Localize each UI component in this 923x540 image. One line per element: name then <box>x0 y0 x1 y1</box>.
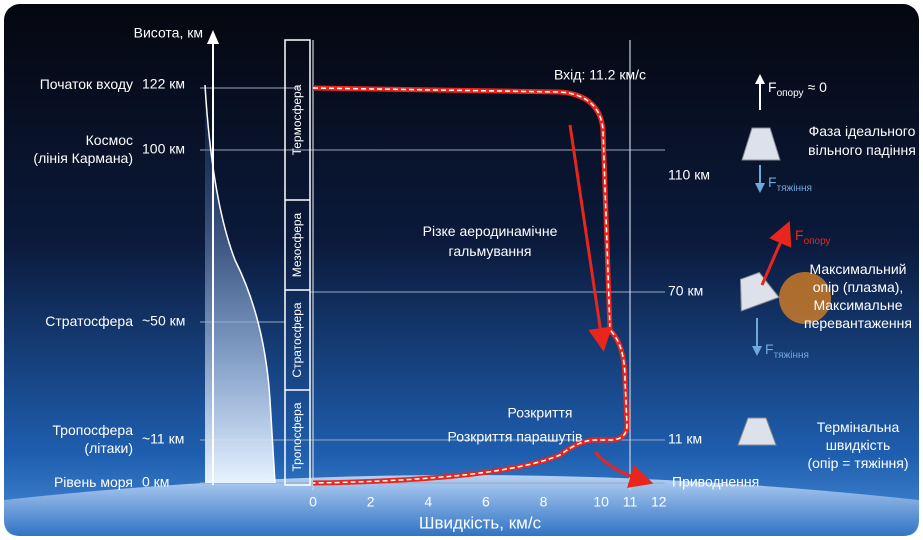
speed-tick-label: 12 <box>651 494 667 510</box>
text-line: Фаза ідеального <box>809 123 916 139</box>
speed-tick-label: 4 <box>424 494 432 510</box>
level-value: 122 км <box>142 76 185 92</box>
layer-label: Тропосфера <box>290 402 304 471</box>
text-line: Максимальний <box>810 261 907 277</box>
alt-70: 70 км <box>668 283 703 299</box>
text-line: Стратосфера <box>45 313 133 329</box>
text-line: Тропосфера <box>52 422 133 438</box>
level-value: ~50 км <box>142 313 185 329</box>
text-line: (лінія Кармана) <box>33 150 133 166</box>
speed-tick-label: 6 <box>482 494 490 510</box>
text-line: (опір = тяжіння) <box>807 455 908 471</box>
force-symbol: F <box>768 174 777 190</box>
opening-label: Розкриття <box>508 405 573 421</box>
level-name: Початок входу <box>40 76 133 92</box>
level-value: ~11 км <box>142 431 184 447</box>
force-subscript: опору <box>777 88 804 99</box>
text-line: Космос <box>86 132 133 148</box>
force-suffix: ≈ 0 <box>808 79 828 95</box>
speed-tick-label: 0 <box>309 494 317 510</box>
alt-110: 110 км <box>668 167 710 183</box>
speed-tick-label: 8 <box>540 494 548 510</box>
text-line: гальмування <box>449 243 532 259</box>
text-line: Термінальна <box>817 419 900 435</box>
text-line: Рівень моря <box>54 474 133 490</box>
layer-label: Мезосфера <box>290 212 304 277</box>
text-line: (літаки) <box>84 440 133 456</box>
splashdown: Приводнення <box>672 474 759 490</box>
force-subscript: тяжіння <box>777 183 812 194</box>
speed-tick-label: 10 <box>593 494 609 510</box>
text-line: опір (плазма), <box>813 279 904 295</box>
text-line: Різке аеродинамічне <box>423 223 558 239</box>
text-line: Початок входу <box>40 76 133 92</box>
force-symbol: F <box>765 341 774 357</box>
parachutes-label: Розкриття парашутів <box>448 429 583 445</box>
force-subscript: тяжіння <box>774 350 809 361</box>
layer-label: Термосфера <box>290 84 304 155</box>
text-line: швидкість <box>826 437 891 453</box>
text-line: перевантаження <box>804 315 912 331</box>
level-value: 0 км <box>142 474 169 490</box>
layer-label: Стратосфера <box>290 302 304 378</box>
entry-label: Вхід: 11.2 км/с <box>554 67 646 83</box>
infographic: Висота, км Початок входу 122 км Космос (лін… <box>0 0 923 540</box>
level-name: Рівень моря <box>54 474 133 490</box>
force-symbol: F <box>768 79 777 95</box>
speed-title: Швидкість, км/с <box>419 513 542 532</box>
level-value: 100 км <box>142 141 185 157</box>
level-name: Стратосфера <box>45 313 133 329</box>
speed-tick-label: 11 <box>623 494 638 510</box>
force-subscript: опору <box>804 236 831 247</box>
text-line: вільного падіння <box>808 142 916 158</box>
altitude-title: Висота, км <box>134 25 203 41</box>
layer-labels: Термосфера Мезосфера Стратосфера Тропосфера <box>290 84 304 471</box>
speed-tick-label: 2 <box>367 494 375 510</box>
alt-11: 11 км <box>668 431 702 447</box>
force-symbol: F <box>795 227 804 243</box>
text-line: Максимальне <box>813 297 902 313</box>
